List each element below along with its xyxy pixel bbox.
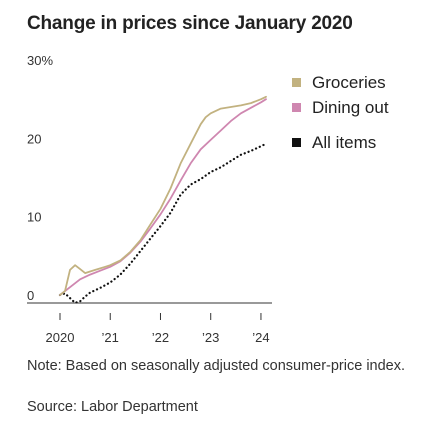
legend-label: All items — [312, 133, 376, 152]
x-tick-label: 2020 — [46, 330, 75, 345]
legend-label: Groceries — [312, 73, 386, 92]
x-tick-label: ’22 — [152, 330, 169, 345]
x-tick-label: ’24 — [252, 330, 269, 345]
chart-source: Source: Labor Department — [27, 399, 198, 415]
y-axis-ticks: 30% 20 10 0 — [27, 53, 53, 303]
legend: Groceries Dining out All items — [292, 73, 389, 152]
y-tick-label: 30% — [27, 53, 53, 68]
legend-swatch — [292, 78, 301, 87]
series-lines — [58, 95, 268, 304]
legend-swatch — [292, 103, 301, 112]
series-line-groceries — [59, 95, 267, 296]
y-tick-label: 0 — [27, 288, 34, 303]
y-tick-label: 10 — [27, 210, 41, 225]
series-line-dining-out — [59, 98, 267, 296]
legend-label: Dining out — [312, 98, 389, 117]
x-tick-label: ’23 — [202, 330, 219, 345]
chart-title: Change in prices since January 2020 — [27, 13, 353, 34]
x-axis: 2020 ’21 ’22 ’23 ’24 — [27, 302, 272, 345]
x-tick-label: ’21 — [102, 330, 119, 345]
legend-swatch — [292, 138, 301, 147]
y-tick-label: 20 — [27, 131, 41, 146]
series-line-all-items — [58, 142, 268, 304]
chart-note: Note: Based on seasonally adjusted consu… — [27, 358, 406, 374]
